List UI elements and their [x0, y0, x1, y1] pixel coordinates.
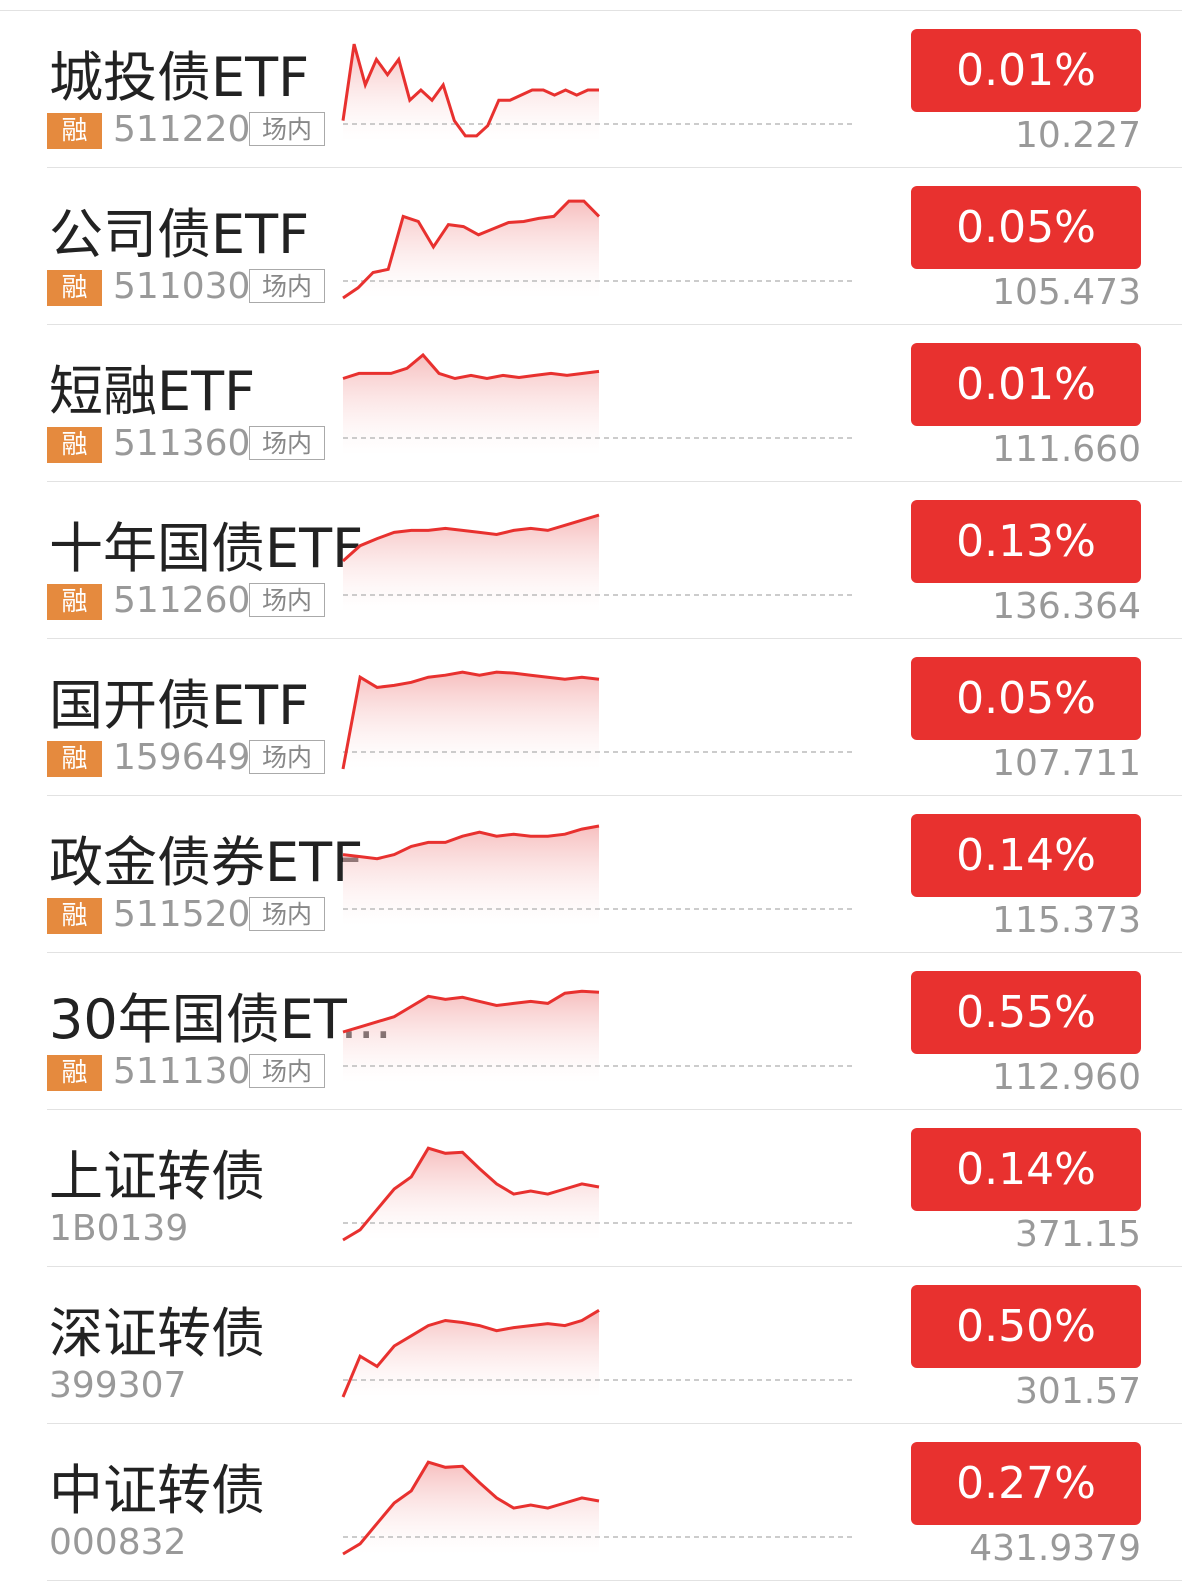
fund-name: 城投债ETF — [49, 46, 310, 109]
fund-code: 159649 — [113, 737, 251, 778]
spark-area — [343, 515, 599, 612]
etf-row[interactable]: 短融ETF 融 511360 场内 0.01% 111.660 — [47, 325, 1182, 482]
venue-tag: 场内 — [249, 897, 325, 931]
spark-area — [343, 1310, 599, 1397]
spark-area — [343, 1148, 599, 1240]
fund-code: 511220 — [113, 109, 251, 150]
etf-row[interactable]: 国开债ETF 融 159649 场内 0.05% 107.711 — [47, 639, 1182, 796]
change-button[interactable]: 0.05% — [911, 657, 1141, 740]
etf-row[interactable]: 城投债ETF 融 511220 场内 0.01% 10.227 — [47, 11, 1182, 168]
fund-name: 深证转债 — [49, 1302, 265, 1365]
screen: 城投债ETF 融 511220 场内 0.01% 10.227 公司债ETF 融 511030 场… — [0, 10, 1182, 1581]
change-button[interactable]: 0.50% — [911, 1285, 1141, 1368]
fund-name: 政金债券ETF — [49, 831, 364, 894]
price: 10.227 — [1015, 115, 1141, 156]
sparkline — [342, 199, 853, 300]
fund-code: 1B0139 — [49, 1208, 189, 1249]
spark-line — [341, 1309, 600, 1398]
spark-area — [343, 1462, 599, 1554]
fund-code: 511520 — [113, 894, 251, 935]
change-button[interactable]: 0.14% — [911, 814, 1141, 897]
price: 111.660 — [992, 429, 1141, 470]
margin-badge: 融 — [47, 1055, 102, 1091]
sparkline — [341, 513, 853, 612]
spark-line — [341, 43, 599, 138]
sparkline — [342, 352, 853, 455]
spark-line — [342, 199, 601, 300]
sparkline — [341, 670, 853, 770]
change-button[interactable]: 0.27% — [911, 1442, 1141, 1525]
price: 107.711 — [992, 743, 1141, 784]
margin-badge: 融 — [47, 427, 102, 463]
change-button[interactable]: 0.55% — [911, 971, 1141, 1054]
price: 431.9379 — [969, 1528, 1141, 1569]
fund-code: 511130 — [113, 1051, 251, 1092]
fund-name: 中证转债 — [49, 1459, 265, 1522]
fund-name: 公司债ETF — [49, 203, 310, 266]
fund-name: 上证转债 — [49, 1145, 265, 1208]
sparkline — [342, 1460, 853, 1556]
etf-row[interactable]: 公司债ETF 融 511030 场内 0.05% 105.473 — [47, 168, 1182, 325]
margin-badge: 融 — [47, 741, 102, 777]
venue-tag: 场内 — [249, 740, 325, 774]
price: 105.473 — [992, 272, 1141, 313]
spark-area — [343, 44, 599, 141]
spark-line — [342, 824, 600, 861]
price: 136.364 — [992, 586, 1141, 627]
change-button[interactable]: 0.05% — [911, 186, 1141, 269]
margin-badge: 融 — [47, 898, 102, 934]
fund-name: 国开债ETF — [49, 674, 310, 737]
price: 112.960 — [992, 1057, 1141, 1098]
etf-list: 城投债ETF 融 511220 场内 0.01% 10.227 公司债ETF 融 511030 场… — [0, 10, 1182, 1581]
spark-line — [342, 1460, 600, 1556]
spark-area — [343, 991, 599, 1083]
sparkline — [341, 43, 853, 141]
sparkline — [341, 1309, 853, 1398]
price: 301.57 — [1015, 1371, 1141, 1412]
spark-area — [343, 201, 599, 298]
venue-tag: 场内 — [249, 583, 325, 617]
fund-name: 十年国债ETF — [49, 517, 364, 580]
etf-row[interactable]: 政金债券ETF 融 511520 场内 0.14% 115.373 — [47, 796, 1182, 953]
fund-code: 511030 — [113, 266, 251, 307]
spark-line — [341, 670, 600, 770]
spark-area — [343, 672, 599, 769]
venue-tag: 场内 — [249, 269, 325, 303]
sparkline — [342, 989, 853, 1083]
venue-tag: 场内 — [249, 426, 325, 460]
spark-line — [342, 1146, 600, 1242]
fund-code: 399307 — [49, 1365, 187, 1406]
etf-row[interactable]: 深证转债 399307 0.50% 301.57 — [47, 1267, 1182, 1424]
spark-line — [342, 989, 600, 1034]
change-button[interactable]: 0.01% — [911, 29, 1141, 112]
spark-area — [343, 355, 599, 455]
etf-row[interactable]: 上证转债 1B0139 0.14% 371.15 — [47, 1110, 1182, 1267]
spark-line — [342, 352, 600, 381]
fund-code: 511260 — [113, 580, 251, 621]
fund-name: 短融ETF — [49, 360, 256, 423]
fund-name: 30年国债ET... — [49, 988, 392, 1051]
etf-row[interactable]: 十年国债ETF 融 511260 场内 0.13% 136.364 — [47, 482, 1182, 639]
margin-badge: 融 — [47, 584, 102, 620]
change-button[interactable]: 0.14% — [911, 1128, 1141, 1211]
change-button[interactable]: 0.13% — [911, 500, 1141, 583]
fund-code: 000832 — [49, 1522, 187, 1563]
change-button[interactable]: 0.01% — [911, 343, 1141, 426]
etf-row[interactable]: 30年国债ET... 融 511130 场内 0.55% 112.960 — [47, 953, 1182, 1110]
venue-tag: 场内 — [249, 1054, 325, 1088]
spark-area — [343, 826, 599, 926]
fund-code: 511360 — [113, 423, 251, 464]
spark-line — [341, 513, 600, 563]
sparkline — [342, 824, 853, 926]
venue-tag: 场内 — [249, 112, 325, 146]
margin-badge: 融 — [47, 113, 102, 149]
price: 371.15 — [1015, 1214, 1141, 1255]
price: 115.373 — [992, 900, 1141, 941]
sparkline — [342, 1146, 853, 1242]
etf-row[interactable]: 中证转债 000832 0.27% 431.9379 — [47, 1424, 1182, 1581]
margin-badge: 融 — [47, 270, 102, 306]
